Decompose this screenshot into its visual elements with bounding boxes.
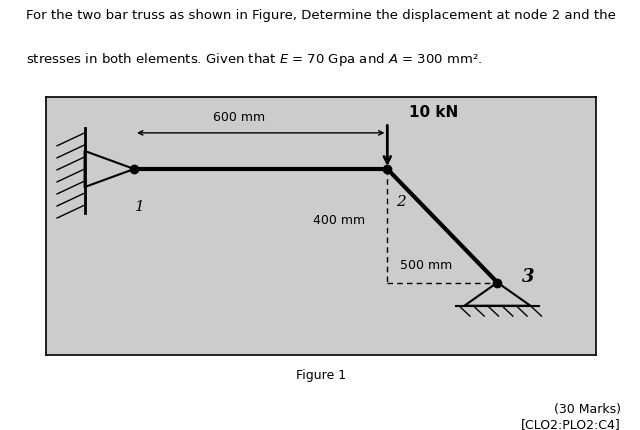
Text: Figure 1: Figure 1 — [296, 369, 346, 382]
Text: 400 mm: 400 mm — [313, 214, 365, 227]
Text: 2: 2 — [396, 195, 406, 209]
Text: [CLO2:PLO2:C4]: [CLO2:PLO2:C4] — [521, 418, 621, 430]
Text: For the two bar truss as shown in Figure, Determine the displacement at node 2 a: For the two bar truss as shown in Figure… — [26, 9, 616, 22]
Text: 10 kN: 10 kN — [410, 105, 459, 120]
Text: (30 Marks): (30 Marks) — [554, 403, 621, 416]
Text: 1: 1 — [135, 200, 145, 214]
Text: 500 mm: 500 mm — [400, 259, 452, 272]
Text: stresses in both elements. Given that $E$ = 70 Gpa and $A$ = 300 mm².: stresses in both elements. Given that $E… — [26, 51, 482, 68]
Text: 600 mm: 600 mm — [212, 111, 265, 124]
Text: 3: 3 — [522, 268, 534, 286]
